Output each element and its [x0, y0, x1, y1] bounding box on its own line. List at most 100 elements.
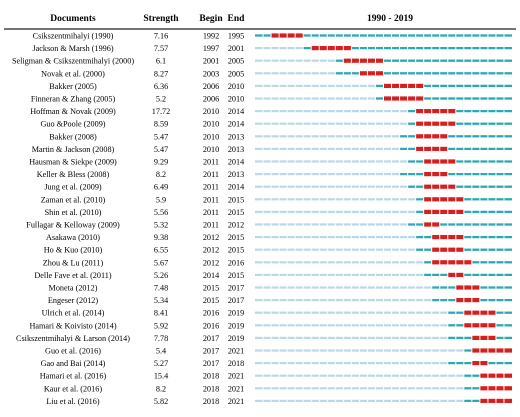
year-tick: [383, 398, 384, 404]
year-tick: [302, 222, 304, 227]
year-tick: [503, 45, 505, 51]
strength-cell: 5.26: [154, 271, 168, 280]
document-cell: Liu et al. (2016): [46, 397, 99, 406]
end-cell: 2021: [228, 347, 244, 356]
year-tick: [423, 209, 425, 215]
end-cell: 2005: [228, 69, 244, 78]
year-tick: [391, 234, 393, 240]
year-tick: [358, 322, 360, 328]
year-tick: [503, 58, 505, 64]
year-tick: [407, 121, 409, 127]
year-tick: [463, 247, 465, 253]
year-tick: [487, 171, 489, 177]
year-tick: [495, 222, 497, 227]
year-tick: [503, 171, 505, 177]
year-tick: [302, 385, 304, 391]
burst-segment: [471, 335, 496, 340]
year-tick: [423, 146, 425, 152]
table-row: Bakker (2005) 6.36 2006 2010: [49, 82, 512, 91]
strength-cell: 5.34: [154, 296, 168, 305]
year-tick: [310, 272, 312, 278]
year-tick: [350, 96, 352, 101]
year-tick: [415, 398, 417, 404]
year-tick: [294, 121, 296, 127]
year-tick: [374, 58, 376, 64]
year-tick: [294, 259, 296, 265]
year-tick: [503, 33, 505, 38]
year-tick: [487, 58, 489, 64]
year-tick: [391, 121, 393, 127]
table-row: Hausman & Siekpe (2009) 9.29 2011 2014: [29, 158, 512, 167]
year-tick: [479, 247, 481, 253]
year-tick: [318, 398, 320, 404]
document-cell: Moneta (2012): [49, 284, 98, 293]
year-tick: [358, 70, 360, 76]
year-tick: [326, 58, 328, 64]
year-tick: [415, 121, 417, 127]
burst-segment: [431, 260, 472, 265]
year-tick: [447, 133, 449, 139]
year-tick: [495, 398, 497, 404]
burst-segment: [311, 46, 352, 51]
year-tick: [358, 209, 360, 215]
document-cell: Bakker (2008): [49, 132, 97, 141]
year-tick: [383, 45, 384, 51]
strength-cell: 15.4: [154, 372, 168, 381]
year-tick: [415, 272, 417, 278]
year-tick: [471, 159, 473, 164]
year-tick: [334, 234, 336, 240]
year-tick: [423, 222, 425, 227]
year-tick: [294, 272, 296, 278]
begin-cell: 2006: [203, 95, 219, 104]
begin-cell: 1997: [203, 44, 219, 53]
year-tick: [407, 108, 409, 114]
end-cell: 2019: [228, 334, 244, 343]
year-tick: [374, 234, 376, 240]
burst-segment: [455, 285, 480, 290]
year-tick: [479, 222, 481, 227]
year-tick: [278, 310, 280, 316]
year-tick: [415, 171, 417, 177]
year-tick: [407, 373, 409, 379]
table-rows: Csikszentmihalyi (1990) 7.16 1992 1995 Jacks…: [12, 32, 512, 406]
year-tick: [326, 259, 328, 265]
year-tick: [310, 247, 312, 253]
document-cell: Hausman & Siekpe (2009): [29, 158, 117, 167]
year-tick: [334, 373, 336, 379]
table-row: Guo &Poole (2009) 8.59 2010 2014: [40, 120, 512, 129]
year-tick: [407, 335, 409, 341]
table-row: Engeser (2012) 5.34 2015 2017: [48, 296, 512, 305]
year-tick: [431, 272, 433, 278]
year-tick: [463, 146, 465, 152]
year-tick: [487, 297, 489, 303]
year-tick: [391, 373, 393, 379]
year-tick: [447, 222, 449, 227]
year-tick: [463, 373, 465, 379]
year-tick: [383, 222, 384, 227]
year-tick: [310, 159, 312, 164]
year-tick: [487, 310, 489, 316]
year-tick: [415, 360, 417, 366]
year-tick: [310, 310, 312, 316]
year-tick: [495, 45, 497, 51]
year-tick: [423, 108, 425, 114]
year-tick: [463, 297, 465, 303]
year-tick: [366, 310, 368, 316]
year-tick: [326, 272, 328, 278]
year-tick: [302, 297, 304, 303]
year-tick: [262, 234, 264, 240]
year-tick: [350, 70, 352, 76]
year-tick: [278, 146, 280, 152]
year-tick: [374, 33, 376, 38]
year-tick: [278, 348, 280, 353]
year-tick: [431, 33, 433, 38]
year-tick: [302, 209, 304, 215]
year-tick: [270, 45, 272, 51]
year-tick: [423, 310, 425, 316]
year-tick: [374, 159, 376, 164]
begin-cell: 2016: [203, 309, 219, 318]
year-tick: [479, 259, 481, 265]
year-tick: [318, 196, 320, 202]
year-tick: [399, 310, 401, 316]
year-tick: [318, 335, 320, 341]
